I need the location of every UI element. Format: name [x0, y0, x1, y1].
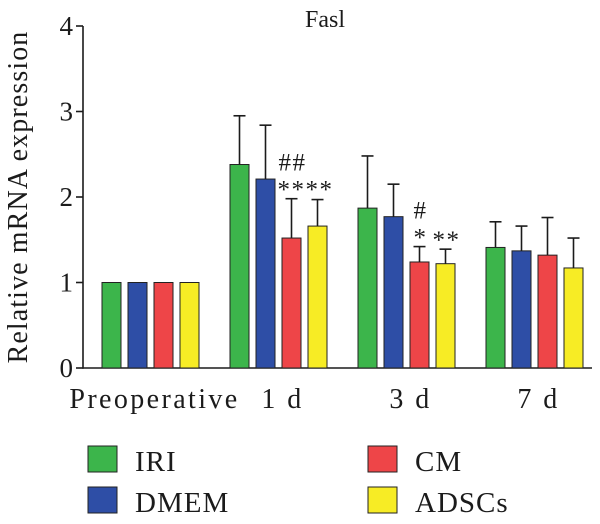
significance-markers: ##**** #* **: [278, 150, 461, 254]
y-tick-label: 3: [60, 97, 74, 127]
legend-label-cm: CM: [415, 446, 462, 478]
y-tick-label: 0: [60, 353, 74, 383]
x-tick-label-preoperative: Preoperative: [69, 384, 239, 415]
y-axis-label: Relative mRNA expression: [3, 31, 34, 364]
legend-swatch-iri: [87, 445, 118, 473]
bar-adscs-1-d: [307, 225, 328, 369]
error-bar-iri-7-d: [489, 220, 502, 248]
error-bar-dmem-1-d: [259, 124, 272, 180]
error-bar-dmem-3-d: [387, 183, 400, 217]
x-tick-label-1-d: 1 d: [261, 384, 303, 415]
error-bar-cm-1-d: [285, 197, 298, 239]
legend-item-iri: IRI: [87, 445, 177, 478]
y-tick-label: 1: [60, 268, 74, 298]
significance-marker: *: [414, 225, 428, 252]
legend-label-iri: IRI: [135, 446, 177, 478]
y-tick-label: 2: [60, 182, 74, 212]
bars: [101, 114, 584, 369]
legend: IRI DMEM CM ADSCs: [87, 445, 509, 519]
bar-cm-preoperative: [153, 282, 174, 369]
axes: 0 1 2 3 4 Preoperative 1 d 3 d 7 d: [60, 11, 592, 415]
legend-item-adscs: ADSCs: [367, 486, 509, 519]
significance-marker: ****: [278, 177, 334, 204]
error-bar-dmem-7-d: [515, 225, 528, 251]
bar-dmem-1-d: [255, 178, 276, 369]
bar-iri-7-d: [485, 246, 506, 369]
legend-label-adscs: ADSCs: [415, 487, 509, 519]
legend-swatch-dmem: [87, 486, 118, 514]
significance-marker: #: [414, 198, 428, 225]
legend-swatch-cm: [367, 445, 398, 473]
x-tick-label-3-d: 3 d: [389, 384, 431, 415]
bar-cm-1-d: [281, 237, 302, 369]
y-tick-label: 4: [60, 11, 74, 41]
legend-item-dmem: DMEM: [87, 486, 229, 519]
bar-adscs-3-d: [435, 263, 456, 369]
significance-marker: ##: [279, 150, 307, 177]
bar-dmem-7-d: [511, 250, 532, 369]
error-bar-iri-1-d: [233, 114, 246, 165]
bar-cm-7-d: [537, 254, 558, 369]
error-bar-iri-3-d: [361, 155, 374, 209]
x-tick-label-7-d: 7 d: [517, 384, 559, 415]
legend-item-cm: CM: [367, 445, 462, 478]
significance-marker: **: [433, 227, 461, 254]
bar-iri-1-d: [229, 164, 250, 369]
bar-adscs-preoperative: [179, 282, 200, 369]
error-bar-adscs-7-d: [567, 237, 580, 268]
legend-swatch-adscs: [367, 486, 398, 514]
bar-cm-3-d: [409, 261, 430, 369]
bar-adscs-7-d: [563, 267, 584, 369]
error-bar-cm-7-d: [541, 216, 554, 256]
bar-iri-preoperative: [101, 282, 122, 369]
error-bar-adscs-1-d: [311, 198, 324, 227]
error-bar-adscs-3-d: [439, 248, 452, 264]
error-bar-cm-3-d: [413, 245, 426, 262]
chart-title: Fasl: [305, 7, 345, 33]
bar-dmem-3-d: [383, 216, 404, 369]
bar-dmem-preoperative: [127, 282, 148, 369]
bar-iri-3-d: [357, 207, 378, 369]
legend-label-dmem: DMEM: [135, 487, 229, 519]
